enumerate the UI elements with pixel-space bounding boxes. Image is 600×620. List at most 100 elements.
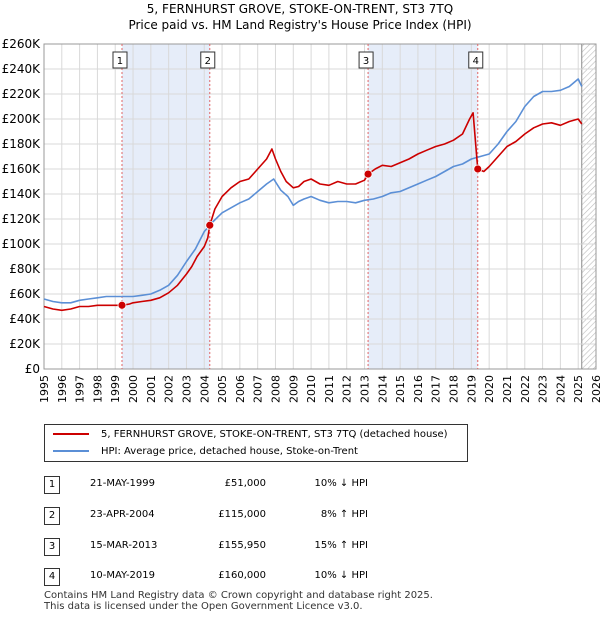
x-tick-label: 1997 — [74, 375, 87, 403]
x-tick-label: 2009 — [287, 375, 300, 403]
x-tick-label: 1996 — [56, 375, 69, 403]
sale-point — [117, 300, 127, 310]
x-tick-label: 2026 — [590, 375, 600, 403]
footer-copyright: Contains HM Land Registry data © Crown c… — [44, 590, 433, 601]
x-tick-label: 2001 — [145, 375, 158, 403]
x-tick-label: 2020 — [483, 375, 496, 403]
price-paid-line — [43, 112, 583, 312]
y-tick-label: £160K — [2, 162, 42, 176]
legend-label-hpi: HPI: Average price, detached house, Stok… — [101, 446, 358, 457]
y-tick-label: £120K — [2, 212, 42, 226]
x-tick-label: 2015 — [394, 375, 407, 403]
shaded-ownership-period — [121, 44, 210, 369]
sale-point — [205, 220, 215, 230]
sale-label-number: 1 — [117, 56, 123, 67]
sale-label-box: 1 — [112, 51, 128, 69]
price-chart: £0 £20K £40K £60K £80K £100K £120K £140K £160K £1… — [2, 37, 600, 403]
sale-label-number: 2 — [205, 56, 211, 67]
legend-label-price: 5, FERNHURST GROVE, STOKE-ON-TRENT, ST3 … — [101, 429, 448, 440]
x-tick-label: 2008 — [269, 375, 282, 403]
y-tick-label: £40K — [9, 312, 41, 326]
x-tick-label: 2005 — [216, 375, 229, 403]
x-tick-label: 1998 — [91, 375, 104, 403]
y-tick-label: £140K — [2, 187, 42, 201]
sale-label-box: 3 — [358, 51, 374, 69]
x-tick-label: 2003 — [180, 375, 193, 403]
x-tick-label: 2019 — [465, 375, 478, 403]
sale-label-box: 4 — [468, 51, 484, 69]
sale-hpi-diff: 8% ↑ HPI — [320, 509, 368, 520]
hatched-forecast-region — [581, 44, 596, 369]
sale-price: £160,000 — [218, 570, 266, 581]
sale-date: 23-APR-2004 — [90, 509, 155, 520]
legend-swatch-hpi — [53, 450, 89, 452]
y-tick-label: £200K — [2, 112, 42, 126]
x-tick-label: 2025 — [572, 375, 585, 403]
x-tick-label: 2004 — [198, 375, 211, 403]
x-tick-label: 2012 — [341, 375, 354, 403]
x-tick-label: 2010 — [305, 375, 318, 403]
y-tick-label: £100K — [2, 237, 42, 251]
x-tick-label: 2014 — [376, 375, 389, 403]
x-tick-label: 2011 — [323, 375, 336, 403]
sale-row: 1 21-MAY-1999 £51,000 10% ↓ HPI — [44, 476, 444, 496]
chart-title: 5, FERNHURST GROVE, STOKE-ON-TRENT, ST3 … — [146, 2, 454, 16]
x-tick-label: 2013 — [359, 375, 372, 403]
y-tick-label: £60K — [9, 287, 41, 301]
y-tick-label: £180K — [2, 137, 42, 151]
sale-hpi-diff: 10% ↓ HPI — [314, 570, 368, 581]
x-tick-label: 2018 — [448, 375, 461, 403]
x-tick-label: 2016 — [412, 375, 425, 403]
sale-label-number: 4 — [473, 56, 479, 67]
sale-price: £51,000 — [224, 478, 266, 489]
sale-label-frame — [200, 51, 216, 69]
x-tick-label: 1999 — [109, 375, 122, 403]
sale-hpi-diff: 10% ↓ HPI — [314, 478, 368, 489]
y-tick-label: £20K — [9, 337, 41, 351]
sale-hpi-diff: 15% ↑ HPI — [314, 540, 368, 551]
sale-label-frame — [112, 51, 128, 69]
legend-item-hpi: HPI: Average price, detached house, Stok… — [53, 444, 358, 460]
sale-number-badge: 3 — [44, 538, 60, 556]
legend: 5, FERNHURST GROVE, STOKE-ON-TRENT, ST3 … — [44, 424, 468, 462]
footer-license: This data is licensed under the Open Gov… — [44, 601, 363, 612]
sale-label-frame — [468, 51, 484, 69]
sale-date: 15-MAR-2013 — [90, 540, 158, 551]
hpi-line — [43, 78, 583, 304]
x-tick-label: 2007 — [252, 375, 265, 403]
sale-price: £155,950 — [218, 540, 266, 551]
x-tick-label: 1995 — [38, 375, 51, 403]
legend-item-price: 5, FERNHURST GROVE, STOKE-ON-TRENT, ST3 … — [53, 427, 448, 443]
sale-price: £115,000 — [218, 509, 266, 520]
x-tick-label: 2002 — [163, 375, 176, 403]
shaded-ownership-period — [368, 44, 478, 369]
sale-number-badge: 4 — [44, 568, 60, 586]
plot-border — [43, 43, 597, 370]
y-tick-label: £0 — [25, 362, 40, 376]
sale-point — [473, 164, 483, 174]
sale-date: 10-MAY-2019 — [90, 570, 156, 581]
x-tick-label: 2000 — [127, 375, 140, 403]
footer: Contains HM Land Registry data © Crown c… — [44, 590, 433, 612]
x-tick-label: 2017 — [430, 375, 443, 403]
sale-label-frame — [358, 51, 374, 69]
x-tick-label: 2022 — [519, 375, 532, 403]
x-tick-label: 2006 — [234, 375, 247, 403]
sale-row: 3 15-MAR-2013 £155,950 15% ↑ HPI — [44, 538, 444, 558]
sale-date: 21-MAY-1999 — [90, 478, 156, 489]
x-tick-label: 2021 — [501, 375, 514, 403]
sale-label-number: 3 — [363, 56, 369, 67]
legend-swatch-price — [53, 433, 89, 435]
sale-point — [363, 169, 373, 179]
sale-row: 2 23-APR-2004 £115,000 8% ↑ HPI — [44, 507, 444, 527]
chart-subtitle: Price paid vs. HM Land Registry's House … — [128, 18, 472, 32]
sale-number-badge: 1 — [44, 476, 60, 494]
y-tick-label: £80K — [9, 262, 41, 276]
y-tick-label: £220K — [2, 87, 42, 101]
x-tick-label: 2023 — [537, 375, 550, 403]
y-tick-label: £260K — [2, 37, 42, 51]
sale-row: 4 10-MAY-2019 £160,000 10% ↓ HPI — [44, 568, 444, 588]
sale-number-badge: 2 — [44, 507, 60, 525]
y-tick-label: £240K — [2, 62, 42, 76]
sale-label-box: 2 — [200, 51, 216, 69]
